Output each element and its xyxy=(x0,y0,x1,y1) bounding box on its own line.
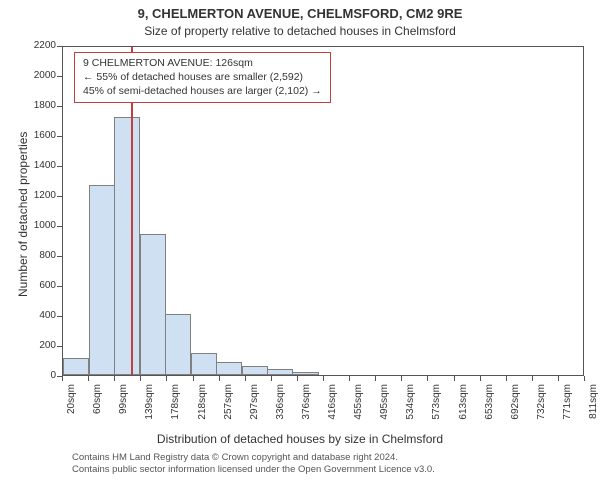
page-subtitle: Size of property relative to detached ho… xyxy=(0,24,600,38)
x-tick-label: 297sqm xyxy=(249,384,260,484)
y-tick-mark xyxy=(57,76,62,77)
x-tick-label: 811sqm xyxy=(588,384,599,484)
x-tick-mark xyxy=(140,376,141,381)
x-tick-mark xyxy=(193,376,194,381)
histogram-bar xyxy=(191,353,217,376)
x-tick-mark xyxy=(349,376,350,381)
histogram-bar xyxy=(165,314,191,376)
x-tick-label: 257sqm xyxy=(223,384,234,484)
x-tick-label: 455sqm xyxy=(353,384,364,484)
legend-line2: ← 55% of detached houses are smaller (2,… xyxy=(83,70,322,84)
y-tick-mark xyxy=(57,286,62,287)
x-tick-mark xyxy=(271,376,272,381)
y-tick-label: 800 xyxy=(26,250,56,261)
histogram-bar xyxy=(114,117,140,375)
x-tick-mark xyxy=(558,376,559,381)
y-tick-label: 2000 xyxy=(26,70,56,81)
y-tick-label: 1400 xyxy=(26,160,56,171)
x-tick-label: 653sqm xyxy=(484,384,495,484)
x-tick-label: 613sqm xyxy=(458,384,469,484)
x-tick-label: 99sqm xyxy=(118,384,129,484)
legend-line3: 45% of semi-detached houses are larger (… xyxy=(83,84,322,98)
x-tick-mark xyxy=(297,376,298,381)
page-title: 9, CHELMERTON AVENUE, CHELMSFORD, CM2 9R… xyxy=(0,6,600,21)
y-tick-label: 600 xyxy=(26,280,56,291)
x-tick-mark xyxy=(454,376,455,381)
x-tick-label: 416sqm xyxy=(327,384,338,484)
x-tick-label: 534sqm xyxy=(405,384,416,484)
histogram-bar xyxy=(63,358,89,375)
x-tick-mark xyxy=(323,376,324,381)
x-tick-mark xyxy=(166,376,167,381)
legend-box: 9 CHELMERTON AVENUE: 126sqm ← 55% of det… xyxy=(74,52,331,103)
x-tick-label: 376sqm xyxy=(301,384,312,484)
y-tick-mark xyxy=(57,106,62,107)
x-tick-label: 336sqm xyxy=(275,384,286,484)
x-tick-mark xyxy=(62,376,63,381)
x-tick-mark xyxy=(401,376,402,381)
y-tick-mark xyxy=(57,136,62,137)
x-tick-mark xyxy=(88,376,89,381)
y-tick-mark xyxy=(57,316,62,317)
x-tick-mark xyxy=(219,376,220,381)
y-tick-mark xyxy=(57,46,62,47)
legend-line1: 9 CHELMERTON AVENUE: 126sqm xyxy=(83,56,322,70)
x-tick-mark xyxy=(584,376,585,381)
y-axis-label: Number of detached properties xyxy=(16,131,30,296)
x-tick-mark xyxy=(114,376,115,381)
y-tick-label: 1800 xyxy=(26,100,56,111)
y-tick-label: 1600 xyxy=(26,130,56,141)
x-tick-mark xyxy=(375,376,376,381)
x-tick-mark xyxy=(532,376,533,381)
x-tick-label: 139sqm xyxy=(144,384,155,484)
y-tick-mark xyxy=(57,346,62,347)
x-tick-mark xyxy=(480,376,481,381)
x-tick-label: 692sqm xyxy=(510,384,521,484)
x-tick-label: 732sqm xyxy=(536,384,547,484)
y-tick-mark xyxy=(57,196,62,197)
x-tick-mark xyxy=(506,376,507,381)
y-tick-label: 2200 xyxy=(26,40,56,51)
x-tick-label: 771sqm xyxy=(562,384,573,484)
chart-container: 9, CHELMERTON AVENUE, CHELMSFORD, CM2 9R… xyxy=(0,0,600,500)
x-tick-mark xyxy=(245,376,246,381)
y-tick-mark xyxy=(57,256,62,257)
x-tick-label: 573sqm xyxy=(431,384,442,484)
histogram-bar xyxy=(242,366,268,375)
x-tick-label: 178sqm xyxy=(170,384,181,484)
y-tick-label: 1200 xyxy=(26,190,56,201)
x-tick-mark xyxy=(427,376,428,381)
x-tick-label: 218sqm xyxy=(197,384,208,484)
y-tick-label: 1000 xyxy=(26,220,56,231)
y-tick-label: 200 xyxy=(26,340,56,351)
y-tick-mark xyxy=(57,166,62,167)
histogram-bar xyxy=(89,185,115,375)
x-tick-label: 60sqm xyxy=(92,384,103,484)
histogram-bar xyxy=(216,362,242,375)
y-tick-label: 400 xyxy=(26,310,56,321)
histogram-bar xyxy=(292,372,318,375)
y-tick-label: 0 xyxy=(26,370,56,381)
x-tick-label: 20sqm xyxy=(66,384,77,484)
y-tick-mark xyxy=(57,226,62,227)
x-tick-label: 495sqm xyxy=(379,384,390,484)
histogram-bar xyxy=(267,369,293,375)
histogram-bar xyxy=(140,234,166,375)
